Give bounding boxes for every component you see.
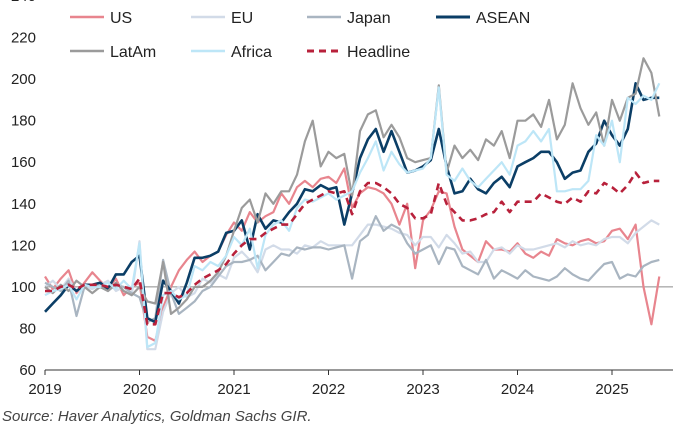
y-tick-label: 220 [11,30,36,47]
x-tick-label: 2020 [123,381,156,398]
legend-label: US [110,10,132,27]
legend-label: Headline [347,44,410,61]
x-tick-label: 2025 [595,381,628,398]
legend-label: EU [231,10,253,27]
series-line-eu [44,219,660,351]
legend: US EU Japan ASEAN LatAm Africa Headline [70,10,530,61]
legend-item-latam: LatAm [70,44,156,61]
series-line-latam [44,57,661,315]
legend-label: LatAm [110,44,156,61]
x-tick-label: 2022 [312,381,345,398]
source-note: Source: Haver Analytics, Goldman Sachs G… [2,408,312,425]
legend-item-asean: ASEAN [436,10,530,27]
series-lines [44,57,661,351]
x-tick-label: 2024 [501,381,534,398]
legend-label: Japan [347,10,391,27]
series-line-africa [44,82,661,349]
x-axis-ticks: 2019 2020 2021 2022 2023 2024 2025 [28,370,629,398]
legend-label: ASEAN [476,10,530,27]
y-tick-label: 120 [11,237,36,254]
legend-item-headline: Headline [307,44,410,61]
y-tick-label: 60 [19,362,36,379]
y-tick-label: 200 [11,71,36,88]
x-tick-label: 2023 [406,381,439,398]
y-tick-label: 180 [11,113,36,130]
x-tick-label: 2021 [217,381,250,398]
series-line-japan [44,215,660,324]
y-axis-ticks: 60 80 100 120 140 160 180 200 220 240 [11,0,36,379]
legend-item-us: US [70,10,132,27]
y-tick-label: 140 [11,196,36,213]
legend-item-japan: Japan [307,10,391,27]
legend-item-africa: Africa [191,44,272,61]
legend-item-eu: EU [191,10,253,27]
series-line-headline [45,171,660,326]
x-tick-label: 2019 [28,381,61,398]
y-tick-label: 160 [11,154,36,171]
y-tick-label: 80 [19,320,36,337]
legend-label: Africa [231,44,272,61]
y-tick-label: 240 [11,0,36,5]
y-tick-label: 100 [11,279,36,296]
